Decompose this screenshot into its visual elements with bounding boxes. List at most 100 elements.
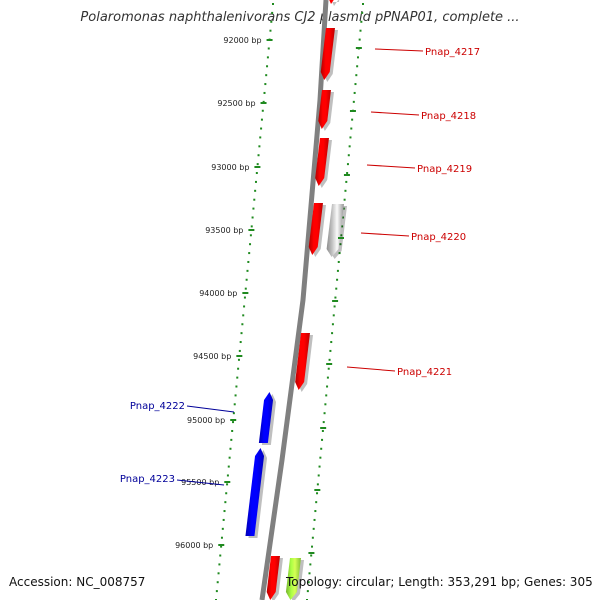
ring-dot bbox=[216, 581, 219, 584]
gene-leader-line bbox=[346, 366, 396, 372]
gene-leader-line bbox=[186, 405, 235, 413]
gene-arrow-pnap-4217[interactable] bbox=[320, 28, 338, 82]
gene-body[interactable] bbox=[295, 333, 310, 390]
gene-arrow-pnap-4222[interactable] bbox=[258, 392, 277, 445]
gene-body[interactable] bbox=[327, 0, 336, 4]
ring-dot bbox=[330, 341, 333, 344]
ring-dot bbox=[325, 394, 328, 397]
ring-dot bbox=[324, 403, 327, 406]
ring-dot bbox=[352, 100, 355, 103]
ring-dot bbox=[319, 456, 322, 459]
gene-arrow-partial-top[interactable] bbox=[327, 0, 340, 6]
gene-body[interactable] bbox=[320, 28, 335, 80]
gene-features[interactable] bbox=[245, 0, 347, 600]
ring-dot bbox=[348, 145, 351, 148]
ring-dot bbox=[234, 394, 237, 397]
ring-dot bbox=[315, 501, 318, 504]
ring-dot bbox=[240, 332, 243, 335]
accession-text: Accession: NC_008757 bbox=[9, 575, 146, 589]
ring-dot bbox=[258, 145, 261, 148]
ring-dot bbox=[231, 429, 234, 432]
gene-arrow-pnap-4219[interactable] bbox=[315, 138, 332, 188]
ring-dot bbox=[237, 358, 240, 361]
ring-dot bbox=[306, 590, 309, 593]
gene-body[interactable] bbox=[318, 90, 331, 129]
ring-dot bbox=[244, 287, 247, 290]
ring-dot bbox=[332, 314, 335, 317]
gene-body[interactable] bbox=[245, 448, 265, 536]
ring-dot bbox=[340, 234, 343, 237]
ring-dot bbox=[311, 545, 314, 548]
gene-body[interactable] bbox=[285, 558, 301, 600]
gene-arrow-partial-bottom[interactable] bbox=[266, 556, 283, 600]
ring-dot bbox=[220, 536, 223, 539]
gene-arrow-pnap-4218[interactable] bbox=[318, 90, 334, 131]
ring-dot bbox=[337, 260, 340, 263]
ring-dot bbox=[343, 198, 346, 201]
ring-dot bbox=[314, 510, 317, 513]
tick-label: 94000 bp bbox=[199, 289, 237, 298]
ring-dot bbox=[266, 56, 269, 59]
backbone-line bbox=[259, 0, 329, 600]
ring-dot bbox=[267, 47, 270, 50]
ring-dot bbox=[254, 189, 257, 192]
ring-dot bbox=[322, 421, 325, 424]
outer-ring-dots bbox=[306, 3, 364, 600]
gene-arrow-green[interactable] bbox=[285, 558, 304, 600]
ring-dot bbox=[270, 20, 273, 23]
gene-label-pnap-4220[interactable]: Pnap_4220 bbox=[411, 232, 466, 243]
gene-label-pnap-4221[interactable]: Pnap_4221 bbox=[397, 367, 452, 378]
ring-dot bbox=[338, 252, 341, 255]
ring-dot bbox=[323, 412, 326, 415]
gene-body[interactable] bbox=[315, 138, 329, 186]
gene-label-pnap-4218[interactable]: Pnap_4218 bbox=[421, 111, 476, 122]
ring-dot bbox=[230, 438, 233, 441]
gene-label-pnap-4219[interactable]: Pnap_4219 bbox=[417, 164, 472, 175]
ring-dot bbox=[265, 74, 268, 77]
gene-leader-line bbox=[370, 111, 420, 116]
gene-label-pnap-4217[interactable]: Pnap_4217 bbox=[425, 47, 480, 58]
ring-dot bbox=[272, 3, 274, 5]
gene-body[interactable] bbox=[326, 204, 344, 257]
tick-label: 93500 bp bbox=[205, 226, 243, 235]
gene-leader-line bbox=[366, 164, 416, 169]
ring-dot bbox=[263, 91, 266, 94]
ring-dot bbox=[222, 518, 225, 521]
ring-dot bbox=[310, 554, 313, 557]
ring-dot bbox=[262, 100, 265, 103]
ring-dot bbox=[329, 349, 332, 352]
ring-dot bbox=[254, 180, 257, 183]
ring-dot bbox=[349, 136, 352, 139]
ring-dot bbox=[269, 29, 272, 32]
ring-dot bbox=[217, 572, 220, 575]
ring-dot bbox=[223, 510, 226, 513]
ring-dot bbox=[225, 492, 228, 495]
ring-dot bbox=[339, 243, 342, 246]
topology-summary: Topology: circular; Length: 353,291 bp; … bbox=[286, 575, 593, 589]
ring-dot bbox=[307, 581, 310, 584]
gene-label-pnap-4222[interactable]: Pnap_4222 bbox=[130, 401, 185, 412]
ring-dot bbox=[356, 56, 359, 59]
gene-arrow-pnap-4220[interactable] bbox=[308, 203, 326, 257]
ring-dot bbox=[253, 198, 256, 201]
gene-arrow-pnap-4221[interactable] bbox=[295, 333, 313, 392]
ring-dot bbox=[243, 296, 246, 299]
gene-body[interactable] bbox=[258, 392, 274, 443]
ring-dot bbox=[321, 438, 324, 441]
ring-dot bbox=[342, 207, 345, 210]
ring-dot bbox=[309, 563, 312, 566]
ring-dot bbox=[239, 341, 242, 344]
ring-dot bbox=[353, 91, 356, 94]
ring-dot bbox=[336, 278, 339, 281]
gene-label-pnap-4223[interactable]: Pnap_4223 bbox=[120, 474, 175, 485]
gene-body[interactable] bbox=[308, 203, 323, 255]
ring-dot bbox=[224, 501, 227, 504]
ring-dot bbox=[247, 260, 250, 263]
gene-arrow-pnap-4223[interactable] bbox=[245, 448, 268, 538]
ring-dot bbox=[235, 385, 238, 388]
gene-body[interactable] bbox=[266, 556, 280, 600]
ring-dot bbox=[359, 29, 362, 32]
gene-arrow-grey[interactable] bbox=[326, 204, 347, 259]
ring-dot bbox=[227, 465, 230, 468]
ring-dot bbox=[264, 83, 267, 86]
